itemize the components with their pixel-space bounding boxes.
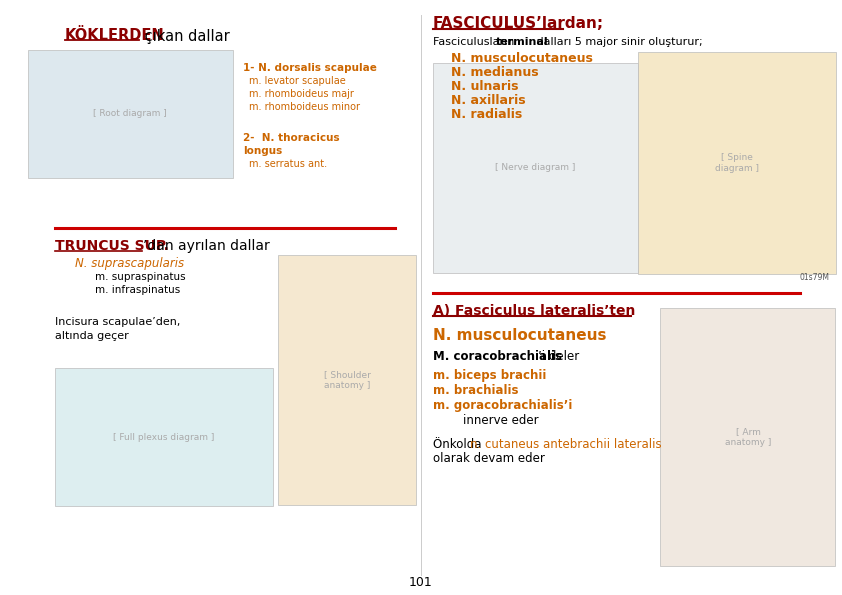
Text: 1- N. dorsalis scapulae: 1- N. dorsalis scapulae	[243, 63, 377, 73]
Text: m. rhomboideus minor: m. rhomboideus minor	[249, 102, 360, 112]
Text: [ Shoulder
anatomy ]: [ Shoulder anatomy ]	[323, 370, 370, 390]
Text: N. suprascapularis: N. suprascapularis	[75, 256, 184, 270]
Text: [ Full plexus diagram ]: [ Full plexus diagram ]	[114, 433, 215, 441]
Text: m. biceps brachii: m. biceps brachii	[433, 368, 546, 381]
Text: FASCICULUS’lardan;: FASCICULUS’lardan;	[433, 17, 604, 32]
Text: 101: 101	[409, 575, 433, 588]
Text: [ Root diagram ]: [ Root diagram ]	[93, 109, 167, 118]
FancyBboxPatch shape	[28, 50, 233, 178]
Text: m. rhomboideus majr: m. rhomboideus majr	[249, 89, 354, 99]
Text: ’i deler: ’i deler	[538, 350, 579, 364]
Text: 2-  N. thoracicus: 2- N. thoracicus	[243, 133, 339, 143]
Text: çıkan dallar: çıkan dallar	[140, 29, 230, 43]
FancyBboxPatch shape	[638, 52, 836, 274]
Text: KÖKLERDEN: KÖKLERDEN	[65, 29, 165, 43]
Text: ’dan ayrılan dallar: ’dan ayrılan dallar	[143, 239, 269, 253]
Text: N. medianus: N. medianus	[451, 65, 539, 79]
Text: m. serratus ant.: m. serratus ant.	[249, 159, 328, 169]
Text: m. levator scapulae: m. levator scapulae	[249, 76, 346, 86]
Text: N. axillaris: N. axillaris	[451, 93, 525, 107]
Text: m. infraspinatus: m. infraspinatus	[95, 285, 180, 295]
Text: m. brachialis: m. brachialis	[433, 384, 519, 396]
Text: N. musculocutaneus: N. musculocutaneus	[451, 52, 593, 64]
Text: olarak devam eder: olarak devam eder	[433, 453, 545, 465]
Text: 01s79M: 01s79M	[800, 274, 830, 283]
FancyBboxPatch shape	[433, 63, 638, 273]
Text: M. coracobrachialis: M. coracobrachialis	[433, 350, 562, 364]
Text: Önkolda: Önkolda	[433, 437, 485, 450]
FancyBboxPatch shape	[660, 308, 835, 566]
Text: A) Fasciculus lateralis’ten: A) Fasciculus lateralis’ten	[433, 304, 636, 318]
Text: N. musculocutaneus: N. musculocutaneus	[433, 328, 606, 343]
Text: N. ulnaris: N. ulnaris	[451, 80, 519, 92]
Text: m. goracobrachialis’i: m. goracobrachialis’i	[433, 399, 573, 412]
Text: innerve eder: innerve eder	[433, 414, 539, 427]
Text: [ Spine
diagram ]: [ Spine diagram ]	[715, 154, 759, 173]
FancyBboxPatch shape	[55, 368, 273, 506]
Text: m. supraspinatus: m. supraspinatus	[95, 272, 185, 282]
Text: n. cutaneus antebrachii lateralis: n. cutaneus antebrachii lateralis	[470, 437, 662, 450]
Text: longus: longus	[243, 146, 282, 156]
Text: Incisura scapulae’den,: Incisura scapulae’den,	[55, 317, 180, 327]
Text: terminal: terminal	[496, 37, 549, 47]
Text: Fasciculusların: Fasciculusların	[433, 37, 518, 47]
Text: N. radialis: N. radialis	[451, 108, 522, 121]
FancyBboxPatch shape	[278, 255, 416, 505]
Text: altında geçer: altında geçer	[55, 331, 129, 341]
Text: TRUNCUS SUP.: TRUNCUS SUP.	[55, 239, 169, 253]
Text: dalları 5 major sinir oluşturur;: dalları 5 major sinir oluşturur;	[533, 37, 702, 47]
Text: [ Arm
anatomy ]: [ Arm anatomy ]	[725, 427, 771, 447]
Text: [ Nerve diagram ]: [ Nerve diagram ]	[495, 164, 575, 173]
